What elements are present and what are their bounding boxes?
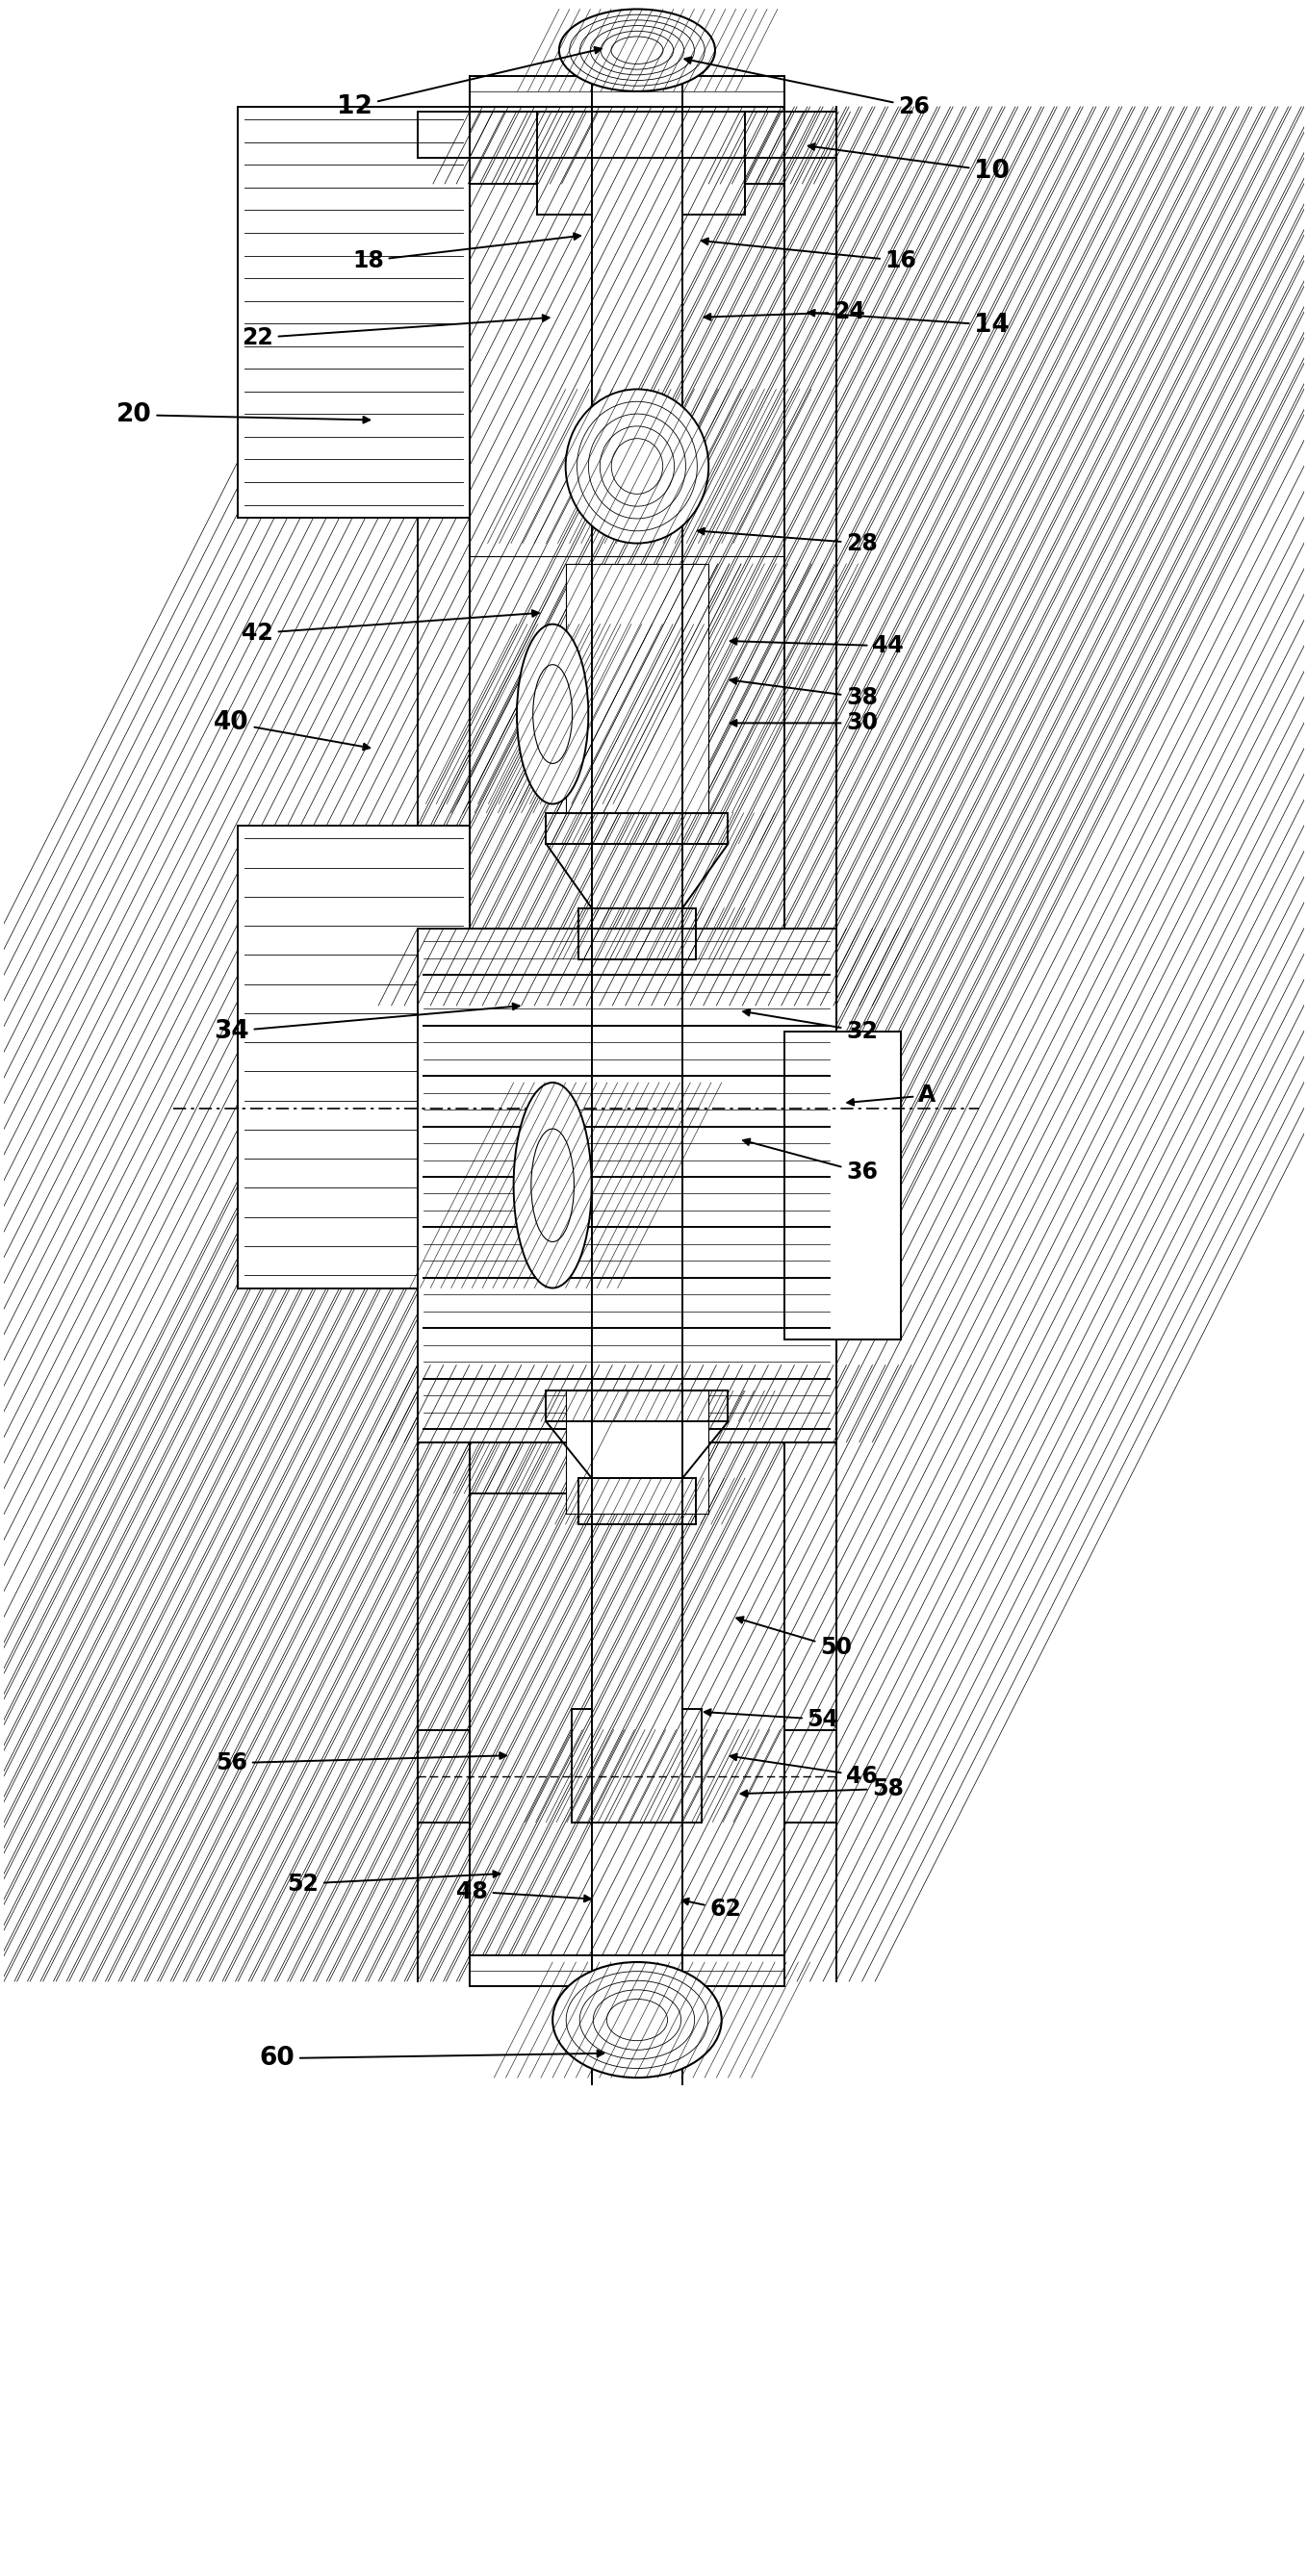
Text: 32: 32 [743,1010,878,1043]
Ellipse shape [531,1128,574,1242]
Ellipse shape [532,665,573,762]
Text: 34: 34 [215,1002,519,1043]
Text: 36: 36 [743,1139,878,1185]
Bar [470,1955,783,1986]
Bar [417,927,836,1443]
Ellipse shape [565,389,709,544]
Text: 62: 62 [681,1899,742,1922]
Text: 42: 42 [242,611,539,644]
Text: 58: 58 [740,1777,904,1801]
Bar [238,827,470,1288]
Ellipse shape [514,1082,591,1288]
Bar [470,75,783,106]
Text: 24: 24 [704,301,865,325]
Text: 12: 12 [337,46,602,118]
Bar [238,106,470,518]
Text: 44: 44 [730,634,904,657]
Text: 56: 56 [216,1752,506,1775]
Text: 22: 22 [242,314,549,350]
Bar [783,1030,901,1340]
Ellipse shape [559,10,715,90]
Text: 30: 30 [730,711,878,734]
Ellipse shape [517,623,589,804]
Text: 46: 46 [730,1754,878,1788]
Text: 52: 52 [288,1870,500,1896]
Text: 20: 20 [116,402,370,428]
Text: 26: 26 [684,57,930,118]
Text: 40: 40 [215,711,370,750]
Text: 14: 14 [808,309,1010,337]
Text: 10: 10 [808,144,1010,183]
Text: 50: 50 [736,1618,852,1659]
Text: 54: 54 [704,1708,838,1731]
Text: 48: 48 [456,1880,591,1904]
Text: 38: 38 [730,677,878,708]
Text: 18: 18 [352,234,581,273]
Ellipse shape [552,1963,722,2079]
Text: 60: 60 [259,2045,604,2071]
Text: 16: 16 [701,237,917,273]
Bar [565,564,709,814]
Bar [565,1391,709,1515]
Text: A: A [848,1084,935,1108]
Text: 28: 28 [697,528,878,554]
